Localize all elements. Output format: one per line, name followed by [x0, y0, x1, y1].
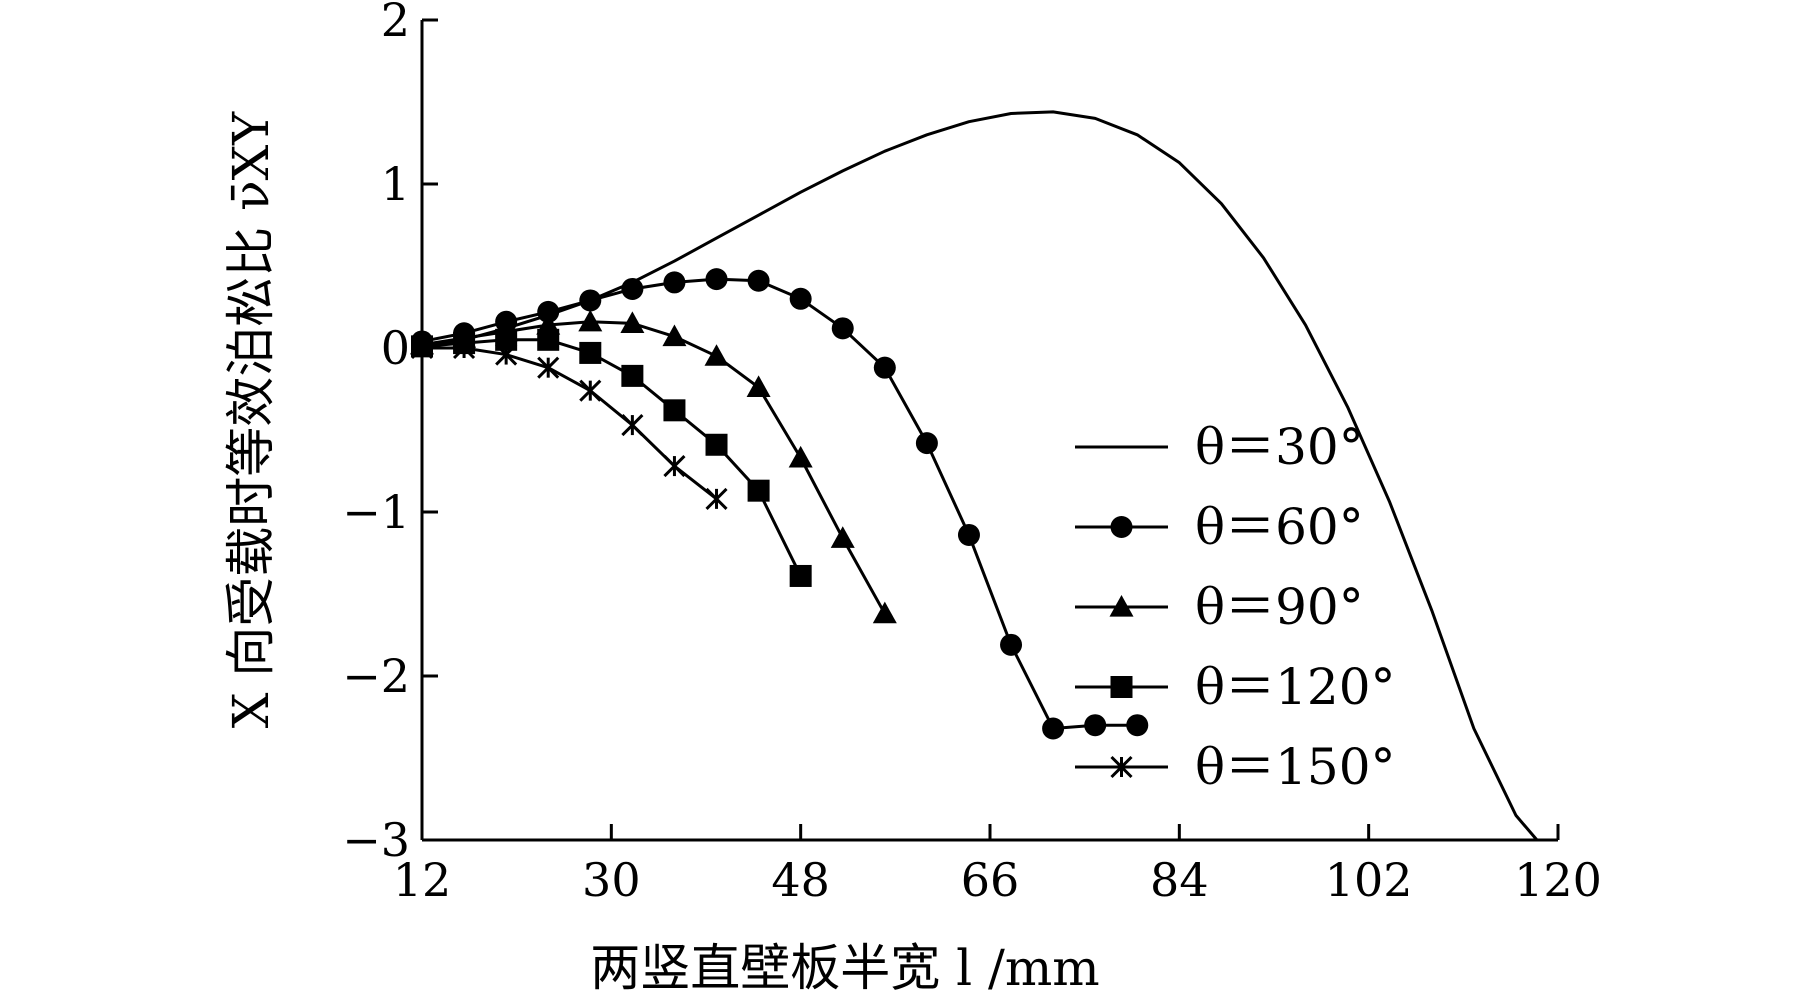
data-point: [747, 269, 770, 292]
series-3: [411, 328, 812, 587]
data-point: [1126, 714, 1149, 737]
x-tick-label: 12: [393, 853, 452, 907]
legend-label: θ＝90°: [1195, 578, 1364, 636]
data-point: [705, 433, 728, 456]
legend-swatch-marker: [1110, 676, 1133, 698]
data-point: [495, 343, 518, 366]
y-tick-label: 2: [381, 0, 410, 47]
data-point: [830, 526, 855, 548]
y-tick-label: 0: [381, 321, 410, 375]
legend-swatch-marker: [1110, 516, 1133, 538]
data-point: [578, 309, 603, 332]
data-point: [410, 336, 434, 360]
data-point: [621, 364, 644, 387]
data-point: [537, 300, 560, 323]
legend-item: θ＝150°: [1075, 738, 1396, 796]
data-point: [620, 311, 645, 333]
legend-label: θ＝120°: [1195, 658, 1396, 716]
x-axis-title: 两竖直壁板半宽 l /mm: [590, 939, 1099, 994]
data-point: [662, 324, 687, 347]
legend-swatch-marker: [1110, 755, 1133, 779]
series-2: [410, 309, 897, 624]
series-4: [410, 336, 728, 510]
legend-item: θ＝120°: [1075, 658, 1396, 716]
x-tick-label: 102: [1325, 853, 1413, 907]
y-axis-title: X 向受载时等效泊松比 ν̄XY: [222, 111, 280, 728]
series-line: [421, 338, 803, 577]
data-point: [705, 487, 728, 510]
legend-item: θ＝30°: [1075, 418, 1364, 476]
x-tick-label: 84: [1150, 853, 1209, 907]
axes: 2 1 0 −1 −2 −312 30 48 66 84 102 120: [342, 0, 1602, 907]
data-point: [621, 277, 644, 300]
series-1: [411, 268, 1149, 740]
legend-label: θ＝60°: [1195, 498, 1364, 556]
data-point: [663, 455, 686, 478]
legend: θ＝30° θ＝60° θ＝90° θ＝120° θ＝150°: [1075, 418, 1396, 796]
data-point: [1042, 717, 1065, 740]
legend-swatch-marker: [1109, 595, 1134, 617]
data-point: [579, 379, 602, 402]
x-tick-label: 48: [771, 853, 830, 907]
data-point: [746, 375, 771, 397]
data-point: [621, 414, 644, 437]
data-point: [579, 289, 602, 312]
data-point: [789, 564, 812, 587]
data-point: [579, 341, 602, 364]
data-point: [453, 336, 476, 360]
series-line: [421, 320, 887, 615]
y-tick-label: −3: [342, 813, 410, 867]
series-line: [421, 110, 1539, 841]
x-tick-label: 66: [961, 853, 1020, 907]
data-point: [831, 317, 854, 340]
data-point: [1000, 633, 1023, 656]
data-point: [705, 268, 728, 291]
legend-item: θ＝90°: [1075, 578, 1364, 636]
data-point: [789, 287, 812, 310]
data-point: [957, 523, 980, 546]
data-point: [663, 271, 686, 294]
x-tick-label: 30: [582, 853, 641, 907]
series-line: [421, 277, 1138, 730]
data-point: [747, 479, 770, 502]
x-tick-label: 120: [1514, 853, 1602, 907]
data-point: [537, 328, 560, 351]
data-point: [704, 344, 729, 366]
data-point: [495, 328, 518, 351]
y-tick-label: 1: [381, 157, 410, 211]
y-tick-label: −1: [342, 485, 410, 539]
data-point: [788, 445, 813, 468]
series-0: [421, 110, 1539, 841]
data-point: [873, 356, 896, 379]
legend-label: θ＝30°: [1195, 418, 1364, 476]
y-tick-label: −2: [342, 649, 410, 703]
legend-item: θ＝60°: [1075, 498, 1364, 556]
legend-label: θ＝150°: [1195, 738, 1396, 796]
data-point: [537, 356, 560, 379]
series-layer: [410, 110, 1539, 841]
data-point: [872, 601, 897, 624]
data-point: [1084, 714, 1107, 737]
data-point: [915, 432, 938, 455]
data-point: [663, 399, 686, 422]
series-line: [422, 346, 718, 501]
